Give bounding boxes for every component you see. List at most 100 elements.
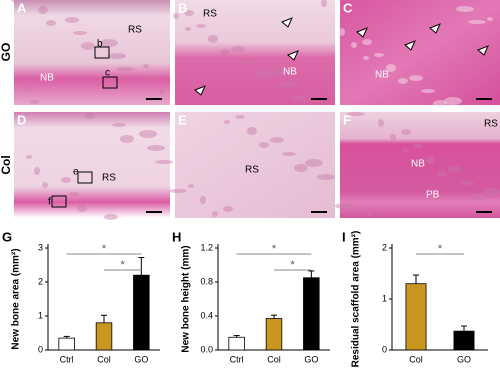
bar <box>453 330 475 351</box>
tissue-texture <box>200 196 206 204</box>
y-tick-label: 1 <box>38 310 43 320</box>
y-tick-label: 1.2 <box>200 242 213 252</box>
image-annotation: NB <box>411 159 425 170</box>
significance-label: * <box>102 243 107 255</box>
panel-label: D <box>17 112 26 127</box>
tissue-texture <box>224 120 230 124</box>
arrowhead <box>194 85 206 96</box>
scale-bar <box>311 211 327 213</box>
tissue-texture <box>282 152 296 156</box>
image-annotation: RS <box>203 9 217 20</box>
tissue-texture <box>433 100 447 108</box>
x-tick-label: Col <box>409 354 423 364</box>
tissue-texture <box>347 112 365 116</box>
tissue-texture <box>378 119 384 127</box>
y-tick-label: 0 <box>38 344 43 354</box>
tissue-texture <box>34 167 40 175</box>
y-tick-label: 3 <box>38 242 43 252</box>
tissue-texture <box>30 100 40 104</box>
tissue-texture <box>112 123 126 127</box>
scale-bar <box>311 98 327 100</box>
tissue-texture <box>61 177 71 183</box>
tissue-texture <box>188 184 194 188</box>
image-annotation: RS <box>245 165 259 176</box>
tissue-texture <box>255 71 269 79</box>
tissue-texture <box>366 213 372 217</box>
tissue-texture <box>185 27 191 31</box>
arrowhead <box>429 23 441 34</box>
tissue-texture <box>196 24 206 28</box>
tissue-texture <box>278 82 296 88</box>
tissue-texture <box>425 156 435 164</box>
tissue-texture <box>362 39 372 45</box>
bar <box>405 283 427 351</box>
significance-label: * <box>291 259 296 271</box>
tissue-texture <box>147 145 165 151</box>
x-tick-label: GO <box>457 354 471 364</box>
image-annotation: PB <box>426 190 440 201</box>
image-annotation: NB <box>375 70 389 81</box>
tissue-texture <box>223 206 233 212</box>
x-tick-label: Ctrl <box>60 354 74 364</box>
row-label: Col <box>0 155 13 174</box>
image-annotation: b <box>97 39 103 50</box>
tissue-texture <box>421 89 435 93</box>
y-tick-label: 0.4 <box>200 310 213 320</box>
tissue-texture <box>290 96 308 100</box>
tissue-texture <box>351 42 357 48</box>
y-axis-label: New bone area (mm²) <box>11 248 22 349</box>
tissue-texture <box>448 166 462 172</box>
tissue-texture <box>456 6 474 12</box>
image-annotation: e <box>73 167 79 178</box>
histology-image <box>14 0 170 105</box>
image-annotation: f <box>48 197 51 208</box>
tissue-texture <box>65 17 79 23</box>
tissue-texture <box>335 203 353 209</box>
tissue-texture <box>85 113 95 119</box>
tissue-texture <box>50 197 56 201</box>
y-tick-label: 0 <box>382 344 387 354</box>
tissue-texture <box>220 49 230 55</box>
tissue-texture <box>104 214 118 220</box>
tissue-texture <box>398 78 408 84</box>
arrowhead <box>404 40 416 51</box>
histology-image <box>340 0 500 105</box>
tissue-texture <box>42 182 48 188</box>
tissue-texture <box>413 144 423 148</box>
tissue-texture <box>294 164 308 172</box>
tissue-texture <box>270 137 284 143</box>
tissue-texture <box>468 20 486 24</box>
histology-image <box>340 112 500 218</box>
image-annotation: NB <box>283 67 297 78</box>
histology-image <box>14 112 170 218</box>
bar <box>228 336 245 351</box>
x-tick-label: Ctrl <box>230 354 244 364</box>
tissue-texture <box>487 17 493 21</box>
scale-bar <box>146 98 162 100</box>
y-tick-label: 0.8 <box>200 276 213 286</box>
tissue-texture <box>339 28 345 36</box>
panel-label: B <box>178 0 187 15</box>
y-tick-label: 2 <box>38 276 43 286</box>
arrowhead <box>356 27 368 38</box>
image-annotation: c <box>105 68 110 79</box>
tissue-texture <box>317 174 335 180</box>
tissue-texture <box>11 0 17 2</box>
bar <box>133 274 150 351</box>
tissue-texture <box>169 189 187 193</box>
tissue-texture <box>77 204 87 212</box>
tissue-texture <box>305 159 323 167</box>
tissue-texture <box>173 13 179 19</box>
tissue-texture <box>73 31 87 35</box>
panel-label: H <box>172 229 181 244</box>
tissue-texture <box>22 86 32 92</box>
region-box <box>94 46 110 59</box>
tissue-texture <box>266 68 284 76</box>
tissue-texture <box>401 129 411 135</box>
panel-label: C <box>343 0 353 15</box>
scale-bar <box>476 211 492 213</box>
tissue-texture <box>159 89 165 95</box>
tissue-texture <box>374 53 384 57</box>
bar <box>58 337 75 351</box>
